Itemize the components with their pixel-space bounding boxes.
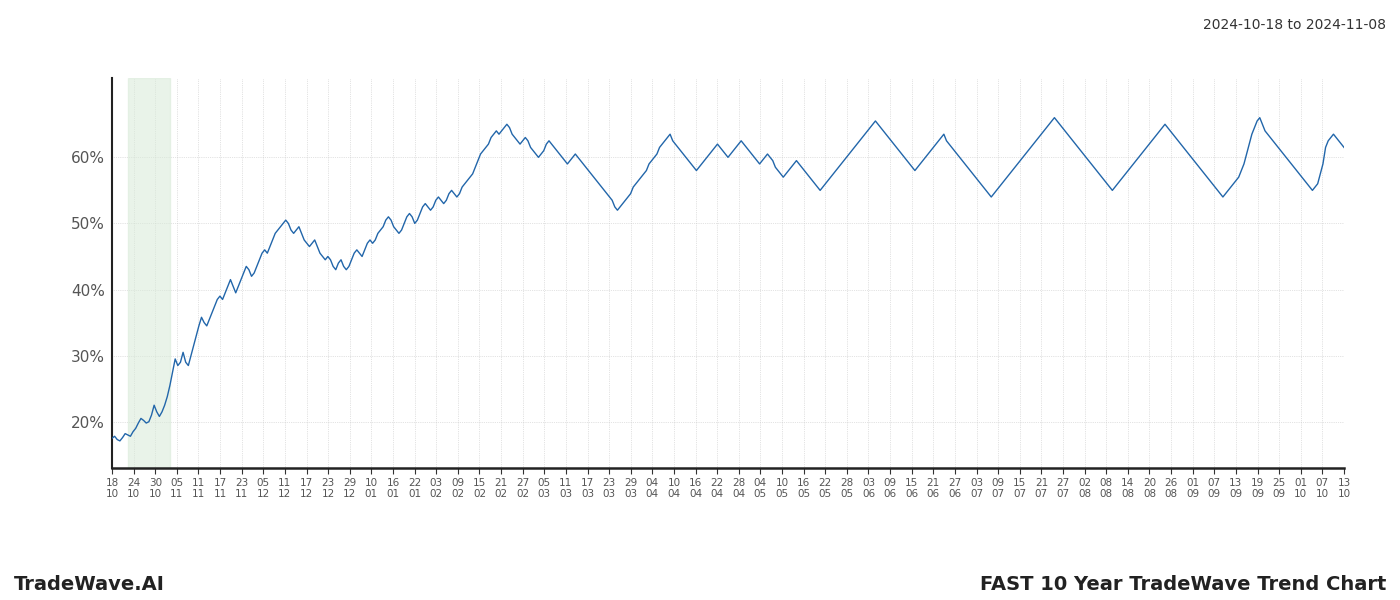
Bar (127, 78, 169, 468)
Text: FAST 10 Year TradeWave Trend Chart: FAST 10 Year TradeWave Trend Chart (980, 575, 1386, 594)
Text: TradeWave.AI: TradeWave.AI (14, 575, 165, 594)
Text: 2024-10-18 to 2024-11-08: 2024-10-18 to 2024-11-08 (1203, 18, 1386, 32)
